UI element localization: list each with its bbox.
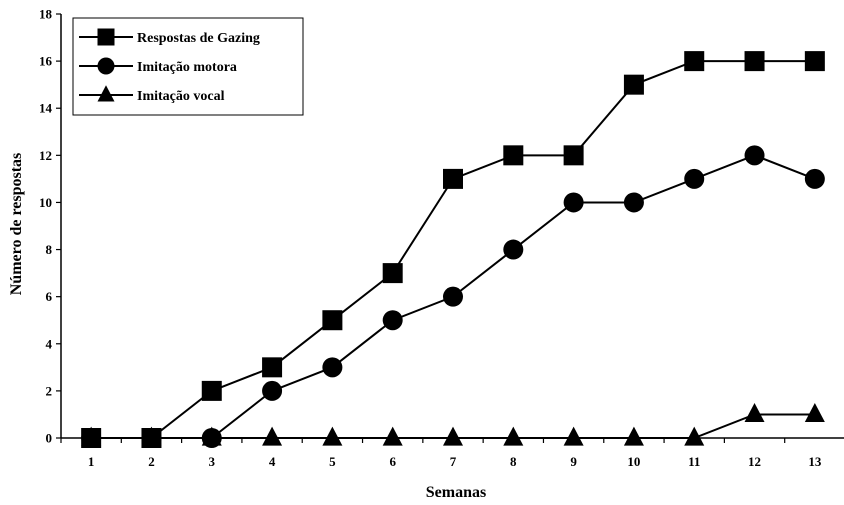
y-tick-label: 8 <box>46 242 53 257</box>
x-tick-label: 7 <box>450 454 457 469</box>
data-point-triangle <box>201 426 222 446</box>
data-point-triangle <box>443 426 463 446</box>
data-point-square <box>744 51 765 72</box>
y-tick-label: 10 <box>39 195 52 210</box>
data-point-triangle <box>804 403 825 423</box>
data-point-triangle <box>141 426 162 446</box>
data-point-square <box>201 380 222 401</box>
x-axis-title: Semanas <box>426 484 486 501</box>
data-point-square <box>262 357 283 378</box>
data-point-triangle <box>744 403 765 423</box>
x-tick-label: 6 <box>389 454 396 469</box>
y-tick-label: 12 <box>39 148 52 163</box>
data-point-circle <box>503 239 524 260</box>
data-point-circle <box>262 380 283 401</box>
y-tick-label: 2 <box>46 383 53 398</box>
series-line-square <box>91 60 815 439</box>
x-tick-label: 1 <box>88 454 95 469</box>
data-point-circle <box>322 357 343 378</box>
data-point-triangle <box>81 426 102 446</box>
y-tick-label: 0 <box>46 431 53 446</box>
data-point-square <box>443 168 463 189</box>
y-tick-label: 4 <box>46 336 53 351</box>
y-axis-title: Número de respostas <box>8 153 25 296</box>
data-point-circle <box>804 168 825 189</box>
data-point-triangle <box>382 426 403 446</box>
data-point-triangle <box>262 426 283 446</box>
x-tick-label: 5 <box>329 454 336 469</box>
data-point-square <box>623 74 644 95</box>
data-point-square <box>503 145 524 166</box>
x-tick-label: 12 <box>748 454 761 469</box>
x-tick-label: 8 <box>510 454 517 469</box>
series-layer <box>81 51 825 448</box>
data-point-circle <box>382 310 403 331</box>
x-tick-label: 2 <box>148 454 155 469</box>
legend-marker-triangle <box>97 85 115 102</box>
data-point-square <box>684 51 705 72</box>
data-point-triangle <box>563 426 584 446</box>
legend-label: Imitação motora <box>137 60 237 75</box>
x-tick-label: 4 <box>269 454 276 469</box>
data-point-circle <box>563 192 584 213</box>
data-point-triangle <box>322 426 343 446</box>
legend-label: Respostas de Gazing <box>137 31 260 46</box>
legend-marker-square <box>97 28 115 46</box>
x-tick-label: 9 <box>570 454 577 469</box>
legend: Respostas de Gazing Imitação motora Imitaç… <box>72 17 304 116</box>
x-tick-label: 11 <box>688 454 700 469</box>
x-tick-label: 13 <box>808 454 822 469</box>
y-tick-label: 16 <box>39 54 53 69</box>
x-tick-label: 3 <box>209 454 216 469</box>
data-point-circle <box>443 286 463 307</box>
data-point-square <box>322 310 343 331</box>
data-point-triangle <box>503 426 524 446</box>
data-point-circle <box>744 145 765 166</box>
y-tick-label: 6 <box>46 289 53 304</box>
legend-label: Imitação vocal <box>137 89 225 104</box>
data-point-triangle <box>684 426 705 446</box>
y-tick-label: 18 <box>39 7 53 22</box>
data-point-triangle <box>623 426 644 446</box>
x-tick-label: 10 <box>627 454 640 469</box>
data-point-circle <box>684 168 705 189</box>
legend-marker-circle <box>97 57 115 75</box>
data-point-circle <box>623 192 644 213</box>
data-point-square <box>382 263 403 284</box>
data-point-square <box>804 51 825 72</box>
y-tick-label: 14 <box>39 101 53 116</box>
data-point-square <box>563 145 584 166</box>
